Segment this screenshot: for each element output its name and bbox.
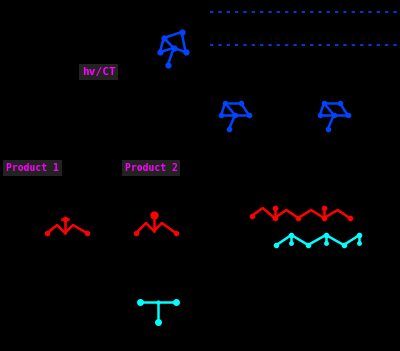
Text: hv/CT: hv/CT [82, 67, 116, 77]
Text: Product 1: Product 1 [6, 163, 59, 173]
Text: Product 2: Product 2 [124, 163, 178, 173]
